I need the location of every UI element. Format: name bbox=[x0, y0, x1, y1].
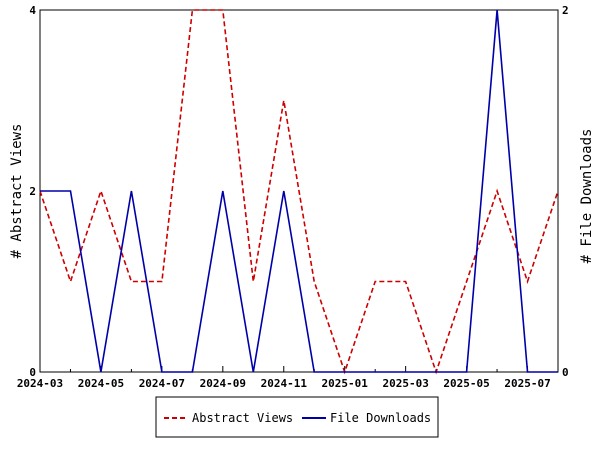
y-tick-label-left: 0 bbox=[29, 366, 36, 379]
legend-label-abstract-views: Abstract Views bbox=[192, 411, 293, 425]
legend-label-file-downloads: File Downloads bbox=[330, 411, 431, 425]
y-axis-label-left: # Abstract Views bbox=[9, 124, 25, 259]
x-tick-label: 2024-11 bbox=[261, 377, 308, 390]
y-tick-label-right: 2 bbox=[562, 4, 569, 17]
x-tick-label: 2024-03 bbox=[17, 377, 63, 390]
x-tick-label: 2025-07 bbox=[504, 377, 550, 390]
series-layer bbox=[39, 9, 559, 375]
y-tick-label-right: 0 bbox=[562, 366, 569, 379]
x-tick-label: 2025-05 bbox=[443, 377, 489, 390]
x-tick-label: 2024-09 bbox=[200, 377, 246, 390]
x-tick-label: 2025-01 bbox=[322, 377, 369, 390]
x-tick-label: 2025-03 bbox=[382, 377, 428, 390]
y-tick-label-left: 4 bbox=[29, 4, 36, 17]
x-tick-label: 2024-05 bbox=[78, 377, 124, 390]
legend: Abstract Views File Downloads bbox=[155, 396, 439, 438]
series-line-file-downloads bbox=[40, 9, 558, 373]
y-axis-label-right: # File Downloads bbox=[579, 129, 595, 264]
legend-box bbox=[155, 396, 439, 438]
x-tick-label: 2024-07 bbox=[139, 377, 185, 390]
series-line-abstract-views bbox=[39, 9, 559, 375]
y-tick-label-left: 2 bbox=[29, 185, 36, 198]
